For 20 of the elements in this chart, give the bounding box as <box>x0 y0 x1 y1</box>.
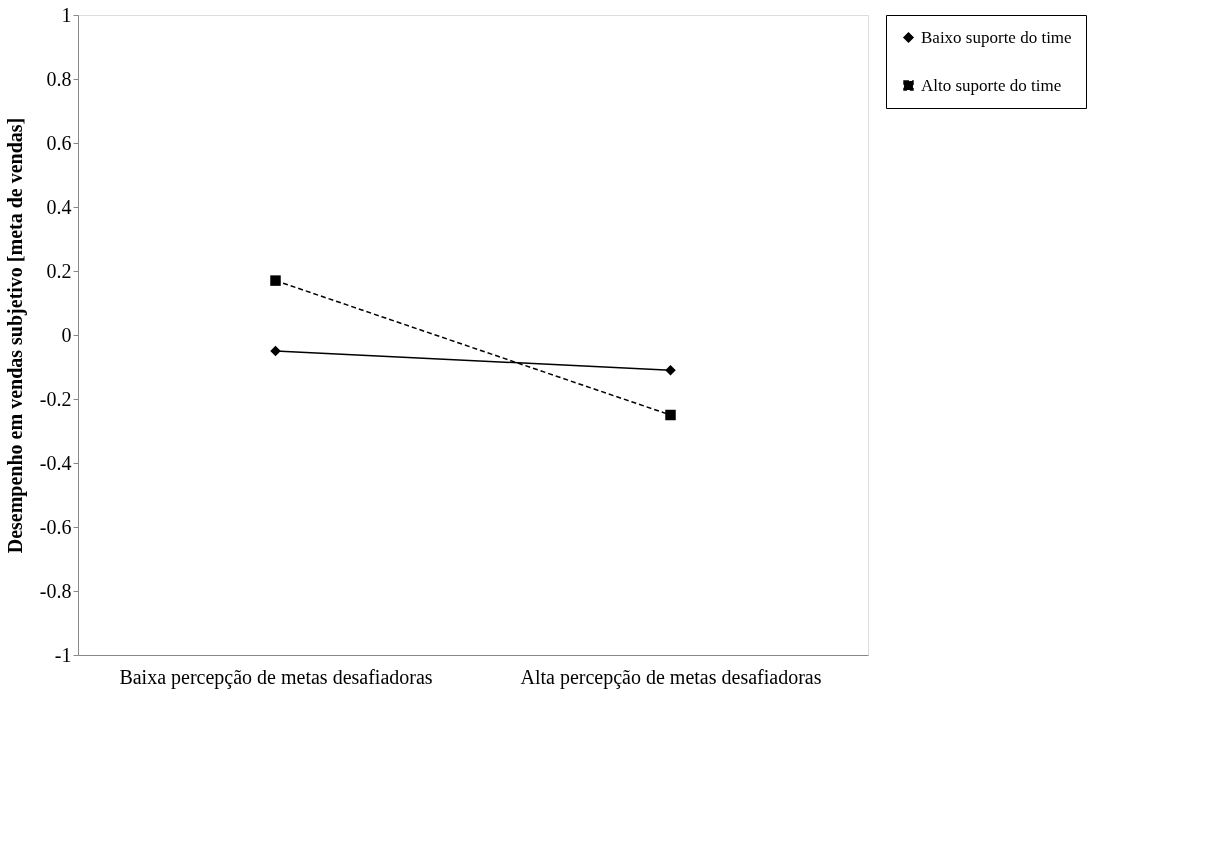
y-tick-label: -0.8 <box>39 579 72 602</box>
y-tick-label: -1 <box>54 643 72 666</box>
point <box>665 364 676 376</box>
point <box>665 409 676 421</box>
x-tick-label: Alta percepção de metas desafiadoras <box>520 665 822 689</box>
point <box>270 345 281 357</box>
y-tick-label: 0.8 <box>46 67 72 90</box>
y-tick-label: 1 <box>61 3 72 26</box>
legend-label: Alto suporte do time <box>921 75 1062 95</box>
y-tick-label: 0 <box>61 323 72 346</box>
y-tick-label: -0.4 <box>39 451 72 474</box>
y-tick-label: -0.2 <box>39 387 72 410</box>
legend-label: Baixo suporte do time <box>921 27 1072 47</box>
y-tick-label: 0.6 <box>46 131 72 154</box>
point <box>270 275 281 286</box>
y-tick-label: 0.2 <box>46 259 72 282</box>
y-tick-label: 0.4 <box>46 195 72 218</box>
y-tick-label: -0.6 <box>39 515 72 538</box>
x-tick-label: Baixa percepção de metas desafiadoras <box>119 665 433 689</box>
y-axis-title: Desempenho em vendas subjetivo [meta de vendas] <box>3 117 27 554</box>
